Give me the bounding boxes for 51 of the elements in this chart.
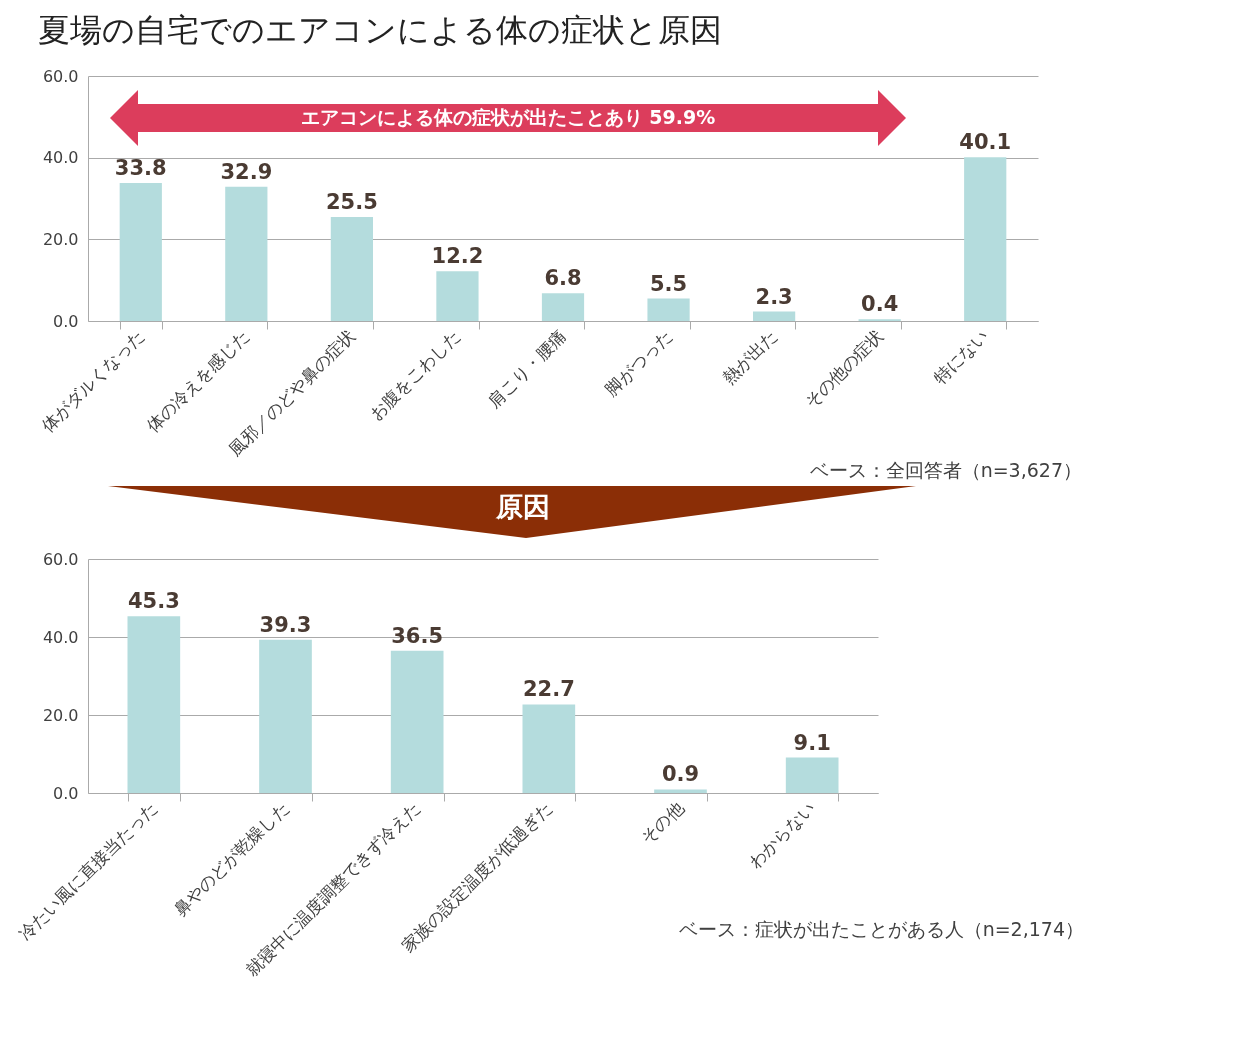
data-label: 0.9 (661, 762, 700, 787)
x-tick-label: 熱が出た (718, 325, 781, 388)
bar (127, 616, 181, 793)
bar (330, 216, 373, 321)
y-tick-label: 40.0 (42, 627, 79, 647)
data-label: 45.3 (127, 589, 180, 614)
bar (541, 293, 585, 321)
bar (647, 298, 690, 321)
bar (654, 789, 707, 793)
data-label: 2.3 (755, 284, 793, 309)
y-tick-label: 20.0 (42, 229, 79, 249)
data-label: 22.7 (522, 677, 575, 702)
chart-title: 夏場の自宅でのエアコンによる体の症状と原因 (38, 11, 723, 49)
bar (753, 311, 796, 321)
x-tick-label: 特にない (929, 325, 993, 388)
bar (225, 186, 268, 321)
data-label: 5.5 (649, 271, 688, 296)
bar (964, 157, 1007, 321)
bar (522, 704, 576, 793)
data-label: 0.4 (861, 292, 899, 317)
y-tick-label: 60.0 (42, 549, 79, 569)
text: 原因 (495, 491, 550, 522)
data-label: 33.8 (114, 155, 167, 180)
data-label: 32.9 (220, 159, 273, 184)
annotation: エアコンによる体の症状が出たことあり 59.9% (300, 106, 716, 128)
data-label: 36.5 (391, 623, 444, 648)
data-label: 12.2 (431, 244, 484, 269)
data-label: 6.8 (544, 266, 582, 291)
bar (390, 650, 444, 793)
bar (785, 757, 839, 793)
y-tick-label: 0.0 (53, 311, 79, 331)
y-tick-label: 20.0 (42, 705, 79, 725)
text: ベース：症状が出たことがある人（n=2,174） (678, 918, 1084, 940)
data-label: 39.3 (259, 612, 312, 637)
y-tick-label: 0.0 (53, 783, 79, 803)
y-tick-label: 60.0 (42, 66, 79, 86)
data-label: 25.5 (325, 189, 378, 214)
x-tick-label: その他 (637, 797, 688, 848)
x-tick-label: 脚がつった (601, 325, 676, 400)
text: ベース：全回答者（n=3,627） (809, 459, 1082, 481)
y-tick-label: 40.0 (42, 148, 79, 168)
x-tick-label: 鼻やのどが乾燥した (170, 797, 293, 921)
x-tick-label: その他の症状 (800, 325, 887, 412)
data-label: 9.1 (793, 730, 831, 755)
x-tick-label: お腹をこわした (366, 325, 465, 425)
bar (259, 639, 312, 793)
x-tick-label: 肩こり・腰痛 (483, 325, 570, 412)
x-tick-label: わからない (744, 797, 820, 872)
bar (119, 182, 162, 321)
data-label: 40.1 (959, 130, 1012, 155)
bar (436, 271, 479, 321)
